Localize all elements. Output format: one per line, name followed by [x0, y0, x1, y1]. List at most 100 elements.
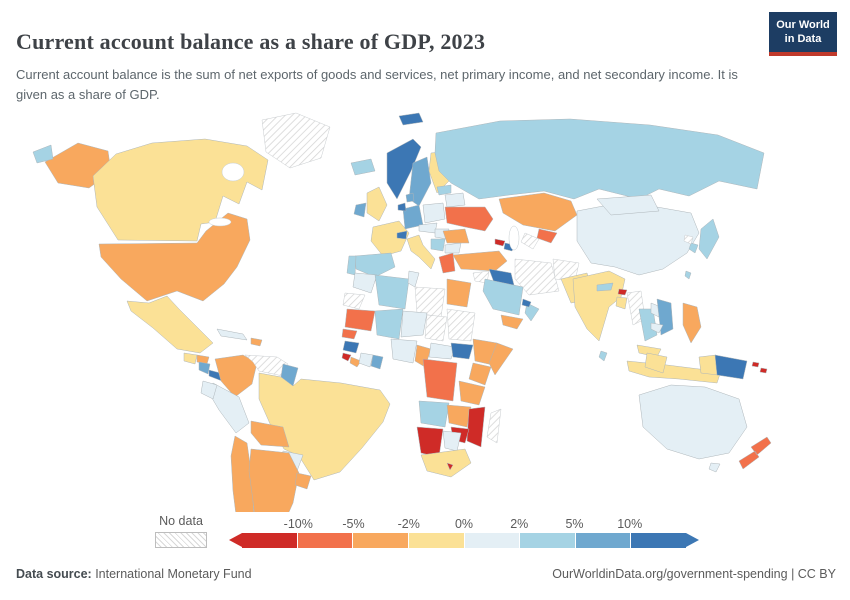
country-nicaragua[interactable]	[198, 361, 211, 375]
country-poland[interactable]	[422, 202, 446, 224]
country-liberia[interactable]	[349, 356, 362, 368]
country-ireland[interactable]	[353, 202, 367, 218]
country-spain[interactable]	[354, 252, 396, 278]
country-greenland[interactable]	[261, 112, 331, 169]
country-bulgaria[interactable]	[444, 242, 462, 254]
country-mozambique[interactable]	[466, 406, 486, 448]
country-greece[interactable]	[438, 252, 456, 274]
country-mauritania[interactable]	[344, 308, 376, 332]
country-oman[interactable]	[524, 302, 540, 322]
legend-band-gt10[interactable]	[630, 533, 686, 548]
country-taiwan[interactable]	[684, 270, 692, 280]
country-lesotho[interactable]	[446, 462, 454, 471]
country-kenya[interactable]	[468, 362, 492, 386]
country-botswana[interactable]	[442, 430, 462, 452]
country-guatemala[interactable]	[183, 352, 198, 365]
credit-link[interactable]: OurWorldinData.org/government-spending |…	[552, 567, 836, 581]
country-nepal[interactable]	[596, 282, 614, 292]
country-uruguay[interactable]	[294, 472, 312, 490]
country-india[interactable]	[572, 270, 626, 342]
country-czechia[interactable]	[418, 222, 438, 234]
country-ecuador[interactable]	[200, 380, 218, 400]
country-usa[interactable]	[98, 212, 251, 302]
legend-band-n10-n5[interactable]	[296, 533, 353, 548]
country-russia[interactable]	[434, 118, 765, 200]
country-bangladesh[interactable]	[615, 296, 628, 310]
country-niger[interactable]	[400, 310, 428, 338]
legend-band-n2-0[interactable]	[407, 533, 464, 548]
country-north-korea[interactable]	[683, 234, 694, 245]
country-nigeria[interactable]	[390, 338, 418, 364]
country-ukraine[interactable]	[444, 206, 494, 232]
country-turkey[interactable]	[452, 250, 508, 272]
country-saudi-arabia[interactable]	[482, 278, 524, 316]
country-chad[interactable]	[424, 314, 448, 342]
country-senegal[interactable]	[341, 328, 358, 340]
country-dr-congo[interactable]	[422, 358, 458, 402]
country-dominican-republic[interactable]	[250, 337, 263, 347]
country-bhutan[interactable]	[617, 288, 628, 296]
country-new-zealand[interactable]	[738, 436, 772, 470]
country-uae[interactable]	[521, 298, 532, 308]
country-georgia[interactable]	[494, 238, 506, 247]
country-sri-lanka[interactable]	[598, 350, 608, 362]
country-south-korea[interactable]	[688, 242, 699, 254]
country-tunisia[interactable]	[407, 270, 420, 288]
country-algeria[interactable]	[374, 274, 410, 310]
country-croatia[interactable]	[430, 238, 446, 252]
country-colombia[interactable]	[214, 354, 258, 398]
country-guinea[interactable]	[342, 340, 360, 354]
country-mexico[interactable]	[126, 295, 214, 354]
legend-band-p5-10[interactable]	[574, 533, 631, 548]
country-sierra-leone[interactable]	[341, 352, 352, 362]
country-tanzania[interactable]	[458, 380, 486, 406]
country-cambodia[interactable]	[650, 322, 664, 334]
country-papua-new-guinea[interactable]	[714, 354, 748, 380]
country-ivory-coast[interactable]	[358, 352, 374, 368]
country-baltics[interactable]	[436, 184, 452, 196]
country-iceland[interactable]	[350, 158, 376, 176]
country-netherlands[interactable]	[397, 202, 407, 212]
country-solomon-islands[interactable]	[751, 361, 768, 374]
country-australia[interactable]	[638, 384, 748, 460]
country-belarus[interactable]	[444, 192, 466, 208]
country-kazakhstan[interactable]	[498, 192, 578, 232]
country-romania[interactable]	[442, 228, 470, 244]
country-thailand[interactable]	[638, 308, 658, 342]
country-sweden[interactable]	[408, 156, 432, 207]
country-ghana[interactable]	[370, 354, 384, 370]
legend-band-lt-n10[interactable]	[242, 533, 297, 548]
country-argentina[interactable]	[248, 448, 300, 540]
country-zambia[interactable]	[446, 404, 472, 428]
country-china[interactable]	[576, 202, 700, 276]
country-mongolia[interactable]	[596, 194, 660, 216]
country-somalia[interactable]	[488, 342, 514, 376]
country-denmark[interactable]	[405, 192, 415, 203]
country-switzerland[interactable]	[396, 230, 408, 240]
country-indonesia-borneo[interactable]	[644, 352, 668, 374]
country-yemen[interactable]	[500, 314, 524, 330]
country-angola[interactable]	[418, 400, 450, 428]
country-western-sahara[interactable]	[342, 292, 366, 310]
country-norway[interactable]	[386, 138, 422, 200]
country-portugal[interactable]	[346, 255, 357, 276]
country-russia-wrap[interactable]	[32, 144, 54, 164]
legend-band-p2-5[interactable]	[519, 533, 575, 548]
owid-logo[interactable]: Our World in Data	[769, 12, 837, 56]
country-uzbekistan[interactable]	[536, 228, 558, 244]
country-bolivia[interactable]	[250, 420, 290, 448]
country-egypt[interactable]	[446, 278, 472, 308]
country-japan[interactable]	[698, 218, 720, 260]
country-philippines[interactable]	[682, 302, 702, 344]
country-canada[interactable]	[92, 138, 269, 242]
country-south-africa[interactable]	[420, 448, 472, 478]
country-madagascar[interactable]	[486, 408, 502, 444]
country-cuba[interactable]	[216, 328, 248, 341]
country-france[interactable]	[370, 220, 410, 257]
country-central-african-republic[interactable]	[428, 342, 456, 360]
country-sudan[interactable]	[446, 308, 476, 342]
country-mali[interactable]	[374, 308, 404, 340]
country-italy[interactable]	[406, 234, 436, 270]
country-tasmania[interactable]	[708, 462, 721, 473]
country-turkmenistan[interactable]	[520, 232, 540, 250]
